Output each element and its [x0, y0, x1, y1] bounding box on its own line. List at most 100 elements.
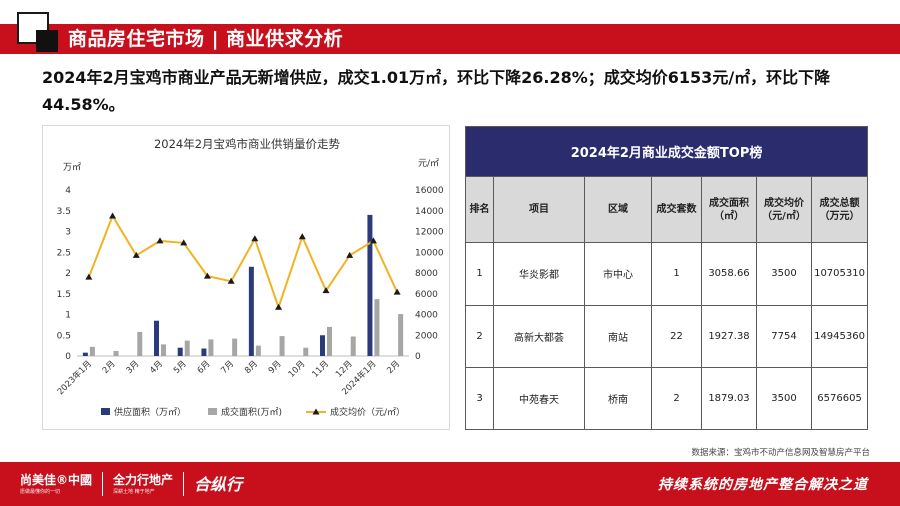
- left-tick-label: 1.5: [57, 290, 71, 300]
- deal-bar: [89, 346, 95, 356]
- x-tick-label: 7月: [219, 359, 236, 376]
- district-cell: 市中心: [584, 242, 652, 306]
- price-marker: [346, 251, 354, 258]
- table-row: 2 高新大都荟 南站 22 1927.38 7754 14945360: [465, 304, 869, 368]
- x-tick-label: 4月: [148, 359, 165, 376]
- table-row: 1 华炎影都 市中心 1 3058.66 3500 10705310: [465, 242, 869, 306]
- supply-bar: [82, 352, 88, 356]
- project-cell: 中苑春天: [493, 366, 585, 431]
- table-header-price: 成交均价（元/㎡）: [756, 176, 812, 244]
- rank-cell: 1: [465, 242, 494, 306]
- deal-bar: [161, 344, 166, 356]
- x-tick-label: 3月: [124, 359, 141, 376]
- legend-marker-price: [312, 408, 320, 415]
- price-line: [87, 213, 399, 311]
- price-marker: [393, 288, 401, 295]
- logo-divider: [183, 472, 185, 496]
- top-table: 2024年2月商业成交金额TOP榜 排名 项目 区域 成交套数 成交面积（㎡） …: [464, 125, 869, 431]
- x-tick-label: 8月: [243, 359, 260, 376]
- price-cell: 3500: [756, 366, 812, 431]
- right-tick-label: 0: [415, 352, 421, 362]
- price-marker: [132, 251, 140, 258]
- right-axis-unit: 元/㎡: [418, 158, 439, 169]
- table-title: 2024年2月商业成交金额TOP榜: [464, 125, 869, 178]
- units-cell: 22: [651, 304, 702, 368]
- right-tick-label: 6000: [415, 290, 438, 300]
- x-tick-label: 12月: [334, 359, 355, 380]
- summary-text: 2024年2月宝鸡市商业产品无新增供应，成交1.01万㎡，环比下降26.28%；…: [42, 68, 831, 114]
- area-cell: 1879.03: [701, 366, 757, 431]
- header-bar: [0, 24, 900, 54]
- left-tick-label: 2.5: [57, 248, 71, 258]
- area-cell: 3058.66: [701, 242, 757, 306]
- supply-bar: [201, 348, 207, 356]
- deal-bar: [113, 351, 119, 356]
- deal-bar: [232, 338, 238, 356]
- right-tick-label: 2000: [415, 331, 438, 341]
- table-header-total: 成交总额（万元）: [810, 176, 869, 244]
- deal-bar: [303, 347, 309, 356]
- logo-shangmeijia-text: 尚美佳®中國: [20, 472, 93, 487]
- legend-label-price: 成交均价（元/㎡）: [330, 406, 405, 418]
- logo-quanlixing-text: 全力行地产: [113, 472, 174, 487]
- supply-bar: [367, 214, 373, 356]
- right-tick-label: 4000: [415, 311, 438, 321]
- right-tick-label: 10000: [415, 248, 444, 258]
- right-tick-label: 16000: [415, 186, 444, 196]
- price-marker: [109, 212, 117, 219]
- rank-cell: 2: [465, 304, 494, 368]
- price-marker: [298, 233, 306, 240]
- district-cell: 南站: [584, 304, 652, 368]
- right-tick-label: 12000: [415, 228, 444, 238]
- table-header-project: 项目: [493, 176, 585, 244]
- total-cell: 14945360: [810, 304, 869, 368]
- price-cell: 3500: [756, 242, 812, 306]
- data-source-note: 数据来源：宝鸡市不动产信息网及智慧房产平台: [691, 448, 870, 458]
- deal-bar: [398, 314, 404, 356]
- logo-shangmeijia-sub: 愿做最懂你的一切: [20, 488, 61, 495]
- deal-bar: [279, 336, 285, 356]
- supply-bar: [177, 347, 183, 356]
- logo-quanlixing: 全力行地产 深耕土地 精于地产: [113, 473, 183, 496]
- right-tick-label: 14000: [415, 207, 444, 217]
- chart-title: 2024年2月宝鸡市商业供销量价走势: [154, 137, 341, 151]
- price-marker: [227, 277, 235, 284]
- x-tick-label: 9月: [267, 359, 284, 376]
- table-header-rank: 排名: [465, 176, 494, 244]
- left-tick-label: 3: [65, 228, 71, 238]
- left-tick-label: 1: [65, 311, 71, 321]
- logo-shangmeijia: 尚美佳®中國 愿做最懂你的一切: [20, 473, 102, 496]
- page-title: 商品房住宅市场 | 商业供求分析: [68, 28, 344, 50]
- x-tick-label: 2023年1月: [55, 358, 94, 397]
- price-marker: [156, 237, 164, 244]
- price-marker: [275, 303, 283, 310]
- legend-label-supply: 供应面积（万㎡）: [114, 406, 186, 418]
- logo-quanlixing-sub: 深耕土地 精于地产: [113, 488, 155, 495]
- deal-bar: [350, 336, 356, 356]
- project-cell: 高新大都荟: [493, 304, 585, 368]
- rank-cell: 3: [465, 366, 494, 431]
- deal-bar: [327, 326, 332, 356]
- deal-bar: [208, 339, 214, 356]
- price-cell: 7754: [756, 304, 812, 368]
- footer-bar: [0, 462, 900, 506]
- header-square-fill: [36, 30, 58, 52]
- legend-swatch-deal: [208, 408, 217, 415]
- left-tick-label: 2: [65, 269, 71, 279]
- logo-hezongxing-text: 合纵行: [194, 474, 243, 494]
- table-row: 3 中苑春天 桥南 2 1879.03 3500 6576605: [465, 366, 869, 431]
- price-marker: [251, 235, 259, 242]
- price-marker: [369, 237, 377, 244]
- price-marker: [203, 272, 211, 279]
- left-tick-label: 4: [65, 186, 71, 196]
- footer-logos: 尚美佳®中國 愿做最懂你的一切 全力行地产 深耕土地 精于地产 合纵行: [20, 466, 252, 502]
- legend-swatch-supply: [101, 408, 110, 415]
- logo-hezongxing: 合纵行: [194, 474, 252, 494]
- deal-bar: [374, 299, 380, 356]
- supply-bar: [154, 320, 159, 356]
- area-cell: 1927.38: [701, 304, 757, 368]
- project-cell: 华炎影都: [493, 242, 585, 306]
- price-marker: [322, 287, 330, 294]
- right-tick-label: 8000: [415, 269, 438, 279]
